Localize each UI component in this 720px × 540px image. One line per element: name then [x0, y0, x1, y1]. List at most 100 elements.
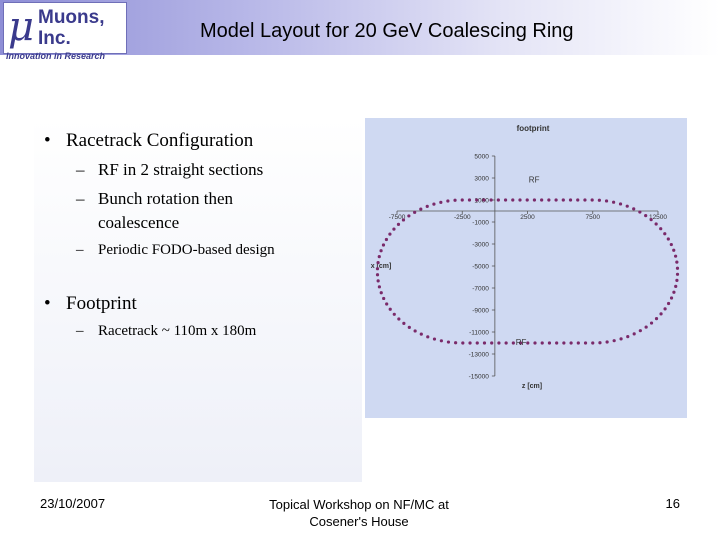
chart-point: [569, 341, 573, 345]
chart-point: [663, 232, 667, 236]
chart-point: [475, 198, 479, 202]
chart-point: [496, 198, 500, 202]
chart-ylabel: x [cm]: [371, 263, 392, 270]
chart-point: [626, 335, 630, 339]
chart-point: [407, 325, 411, 329]
chart-point: [604, 199, 609, 203]
y-tick-label: -5000: [472, 264, 489, 271]
mu-symbol-icon: μ: [8, 4, 34, 50]
chart-point: [632, 332, 636, 336]
sub-bullet-item: – Periodic FODO-based design: [76, 242, 275, 258]
chart-point: [377, 285, 381, 289]
chart-point: [379, 291, 383, 295]
x-tick-label: -2500: [454, 214, 471, 221]
chart-point: [413, 329, 417, 333]
chart-point: [555, 341, 559, 345]
footer-event-line1: Topical Workshop on NF/MC at: [269, 497, 449, 512]
chart-point: [439, 200, 443, 204]
logo-name-line1: Muons,: [38, 7, 105, 28]
chart-point: [590, 198, 594, 202]
chart-point: [583, 341, 588, 345]
chart-point: [461, 341, 465, 345]
chart-point: [547, 341, 552, 345]
chart-point: [625, 204, 629, 208]
chart-point: [659, 227, 663, 231]
chart-point: [419, 332, 423, 336]
chart-point: [439, 339, 443, 343]
chart-point: [619, 337, 623, 341]
chart-point: [475, 341, 479, 345]
chart-point: [675, 278, 679, 282]
chart-point: [468, 341, 472, 345]
chart-point: [382, 296, 386, 301]
chart-point: [597, 198, 601, 202]
chart-point: [375, 267, 380, 271]
chart-point: [446, 340, 451, 344]
y-tick-label: -15000: [469, 374, 490, 381]
y-tick-label: 3000: [474, 176, 489, 183]
chart-point: [663, 307, 667, 311]
chart-point: [547, 198, 551, 202]
chart-point: [490, 341, 494, 345]
chart-point: [649, 321, 654, 325]
chart-annotation: RF: [516, 338, 527, 347]
y-tick-label: -3000: [472, 242, 489, 249]
chart-point: [432, 202, 436, 206]
x-tick-label: 2500: [520, 214, 535, 221]
content-panel: [34, 118, 362, 482]
chart-point: [666, 301, 671, 306]
chart-point: [504, 341, 508, 345]
chart-point: [379, 249, 383, 253]
chart-point: [654, 222, 658, 226]
footer-event-line2: Cosener's House: [309, 514, 409, 529]
y-tick-label: 1000: [474, 198, 489, 205]
chart-point: [674, 254, 678, 258]
footer-date: 23/10/2007: [40, 496, 106, 511]
chart-point: [388, 232, 392, 236]
chart-point: [525, 198, 529, 202]
chart-point: [672, 248, 676, 252]
chart-point: [397, 317, 401, 321]
chart-point: [426, 335, 430, 339]
chart-point: [568, 198, 573, 202]
chart-point: [638, 329, 642, 333]
sub-bullet-item: – Bunch rotation then: [76, 189, 234, 208]
chart-point: [460, 198, 464, 202]
chart-point: [413, 210, 417, 214]
sub-bullet-continuation: coalescence: [98, 213, 180, 232]
chart-point: [618, 202, 623, 206]
chart-point: [675, 266, 680, 270]
chart-point: [375, 273, 380, 277]
chart-point: [576, 341, 580, 345]
chart-point: [526, 341, 530, 345]
chart-point: [377, 255, 381, 259]
chart-point: [432, 337, 437, 341]
chart-point: [453, 198, 457, 202]
logo-name: Muons, Inc.: [38, 7, 105, 49]
chart-point: [554, 198, 558, 202]
x-tick-label: 12500: [649, 214, 667, 221]
chart-point: [388, 307, 392, 311]
x-tick-label: 7500: [586, 214, 601, 221]
chart-point: [674, 284, 678, 288]
chart-point: [562, 341, 566, 345]
chart-point: [402, 321, 406, 325]
chart-point: [482, 341, 487, 345]
chart-point: [644, 325, 648, 329]
chart-annotations: RF RF: [516, 175, 540, 347]
y-tick-label: -11000: [469, 330, 489, 337]
chart-point: [612, 339, 616, 343]
chart-point: [612, 200, 616, 204]
chart-point: [540, 341, 544, 345]
footer-event: Topical Workshop on NF/MC at Cosener's H…: [248, 496, 470, 530]
chart-point: [605, 340, 609, 344]
chart-point: [532, 198, 537, 202]
chart-point: [392, 312, 396, 316]
muons-logo: μ Muons, Inc.: [3, 2, 127, 54]
y-tick-label: -7000: [472, 286, 489, 293]
chart-point: [407, 214, 411, 218]
chart-point: [396, 222, 401, 226]
chart-point: [467, 198, 472, 202]
sub-bullet-item: – Racetrack ~ 110m x 180m: [76, 323, 257, 339]
chart-point: [425, 204, 429, 208]
